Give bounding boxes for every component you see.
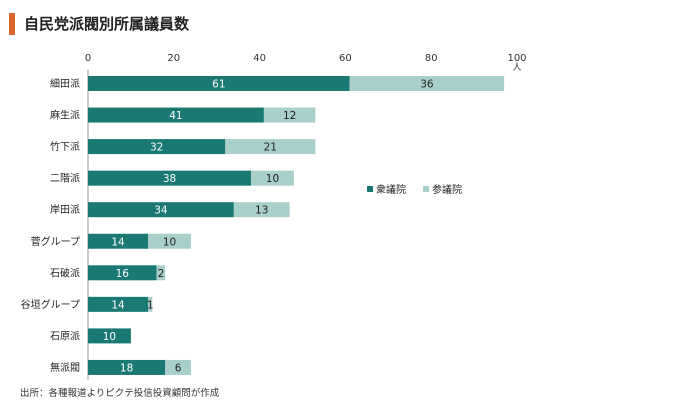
category-label: 麻生派 — [50, 109, 80, 122]
category-label: 二階派 — [50, 173, 80, 185]
bar-shugiin — [88, 170, 252, 186]
data-label-sangiin: 13 — [255, 205, 268, 217]
bar-shugiin — [88, 233, 149, 249]
bar-sangiin — [148, 233, 191, 249]
category-label: 谷垣グループ — [21, 298, 80, 311]
chart-title: 自民党派閥別所属議員数 — [24, 15, 190, 33]
category-label: 石原派 — [50, 330, 80, 342]
category-label: 無派閥 — [50, 361, 80, 374]
x-tick-label: 100 — [507, 53, 526, 64]
category-label: 石破派 — [50, 266, 80, 279]
data-label-sangiin: 10 — [163, 236, 176, 248]
legend-label-sangiin: 参議院 — [432, 183, 462, 196]
category-label: 菅グループ — [31, 235, 80, 248]
data-label-shugiin: 10 — [103, 331, 116, 343]
data-label-shugiin: 14 — [111, 299, 125, 311]
legend-swatch-shugiin — [367, 186, 373, 192]
source-note: 出所：各種報道よりピクテ投信投資顧問が作成 — [20, 388, 220, 399]
bar-shugiin — [88, 202, 234, 218]
bar-sangiin — [165, 359, 191, 375]
data-label-sangiin: 21 — [264, 142, 277, 154]
data-label-shugiin: 18 — [120, 362, 133, 374]
data-label-sangiin: 2 — [158, 268, 165, 280]
data-label-shugiin: 61 — [212, 79, 225, 91]
bar-shugiin — [88, 265, 157, 281]
x-axis-unit-label: 人 — [512, 62, 521, 73]
bar-sangiin — [263, 107, 316, 123]
bar-sangiin — [233, 202, 290, 218]
category-label: 岸田派 — [50, 204, 80, 216]
bar-shugiin — [88, 139, 226, 155]
data-label-sangiin: 1 — [147, 299, 154, 311]
bar-sangiin — [148, 296, 153, 312]
data-label-shugiin: 16 — [116, 268, 130, 280]
data-label-shugiin: 38 — [163, 173, 176, 185]
bar-sangiin — [156, 265, 166, 281]
category-label: 細田派 — [50, 77, 80, 90]
x-tick-label: 80 — [425, 53, 438, 64]
data-label-shugiin: 32 — [150, 142, 163, 154]
data-label-shugiin: 34 — [154, 205, 168, 217]
data-label-shugiin: 41 — [169, 110, 182, 122]
bar-shugiin — [88, 296, 149, 312]
legend-swatch-sangiin — [423, 186, 429, 192]
x-tick-label: 0 — [85, 53, 91, 64]
data-label-shugiin: 14 — [111, 236, 125, 248]
x-tick-label: 60 — [339, 53, 352, 64]
x-tick-label: 20 — [167, 53, 180, 64]
bar-sangiin — [251, 170, 294, 186]
x-tick-label: 40 — [253, 53, 266, 64]
data-label-sangiin: 12 — [283, 110, 296, 122]
data-label-sangiin: 6 — [175, 362, 182, 374]
category-label: 竹下派 — [50, 140, 80, 153]
title-accent-bar — [9, 13, 15, 35]
data-label-sangiin: 36 — [420, 79, 434, 91]
data-label-sangiin: 10 — [266, 173, 279, 185]
bar-shugiin — [88, 107, 264, 123]
bar-shugiin — [88, 328, 131, 344]
bar-shugiin — [88, 76, 350, 91]
bar-sangiin — [349, 76, 505, 91]
bar-sangiin — [225, 139, 316, 155]
legend-label-shugiin: 衆議院 — [376, 183, 406, 196]
bar-shugiin — [88, 359, 166, 375]
